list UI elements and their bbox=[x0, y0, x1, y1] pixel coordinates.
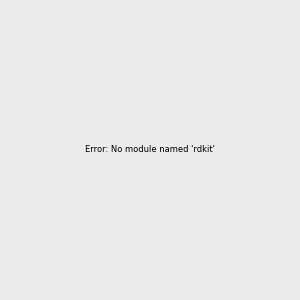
Text: Error: No module named 'rdkit': Error: No module named 'rdkit' bbox=[85, 146, 215, 154]
